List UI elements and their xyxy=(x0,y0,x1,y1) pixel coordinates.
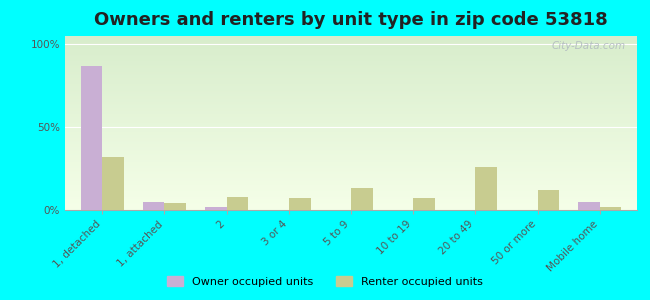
Text: City-Data.com: City-Data.com xyxy=(551,41,625,51)
Bar xyxy=(143,202,164,210)
Legend: Owner occupied units, Renter occupied units: Owner occupied units, Renter occupied un… xyxy=(162,272,488,291)
Bar xyxy=(205,207,227,210)
Bar xyxy=(351,188,372,210)
Bar xyxy=(578,202,600,210)
Bar xyxy=(227,197,248,210)
Bar xyxy=(164,203,187,210)
Bar xyxy=(600,207,621,210)
Bar xyxy=(413,198,435,210)
Bar xyxy=(81,66,102,210)
Title: Owners and renters by unit type in zip code 53818: Owners and renters by unit type in zip c… xyxy=(94,11,608,29)
Bar xyxy=(538,190,559,210)
Bar xyxy=(102,157,124,210)
Bar xyxy=(289,198,311,210)
Bar xyxy=(475,167,497,210)
